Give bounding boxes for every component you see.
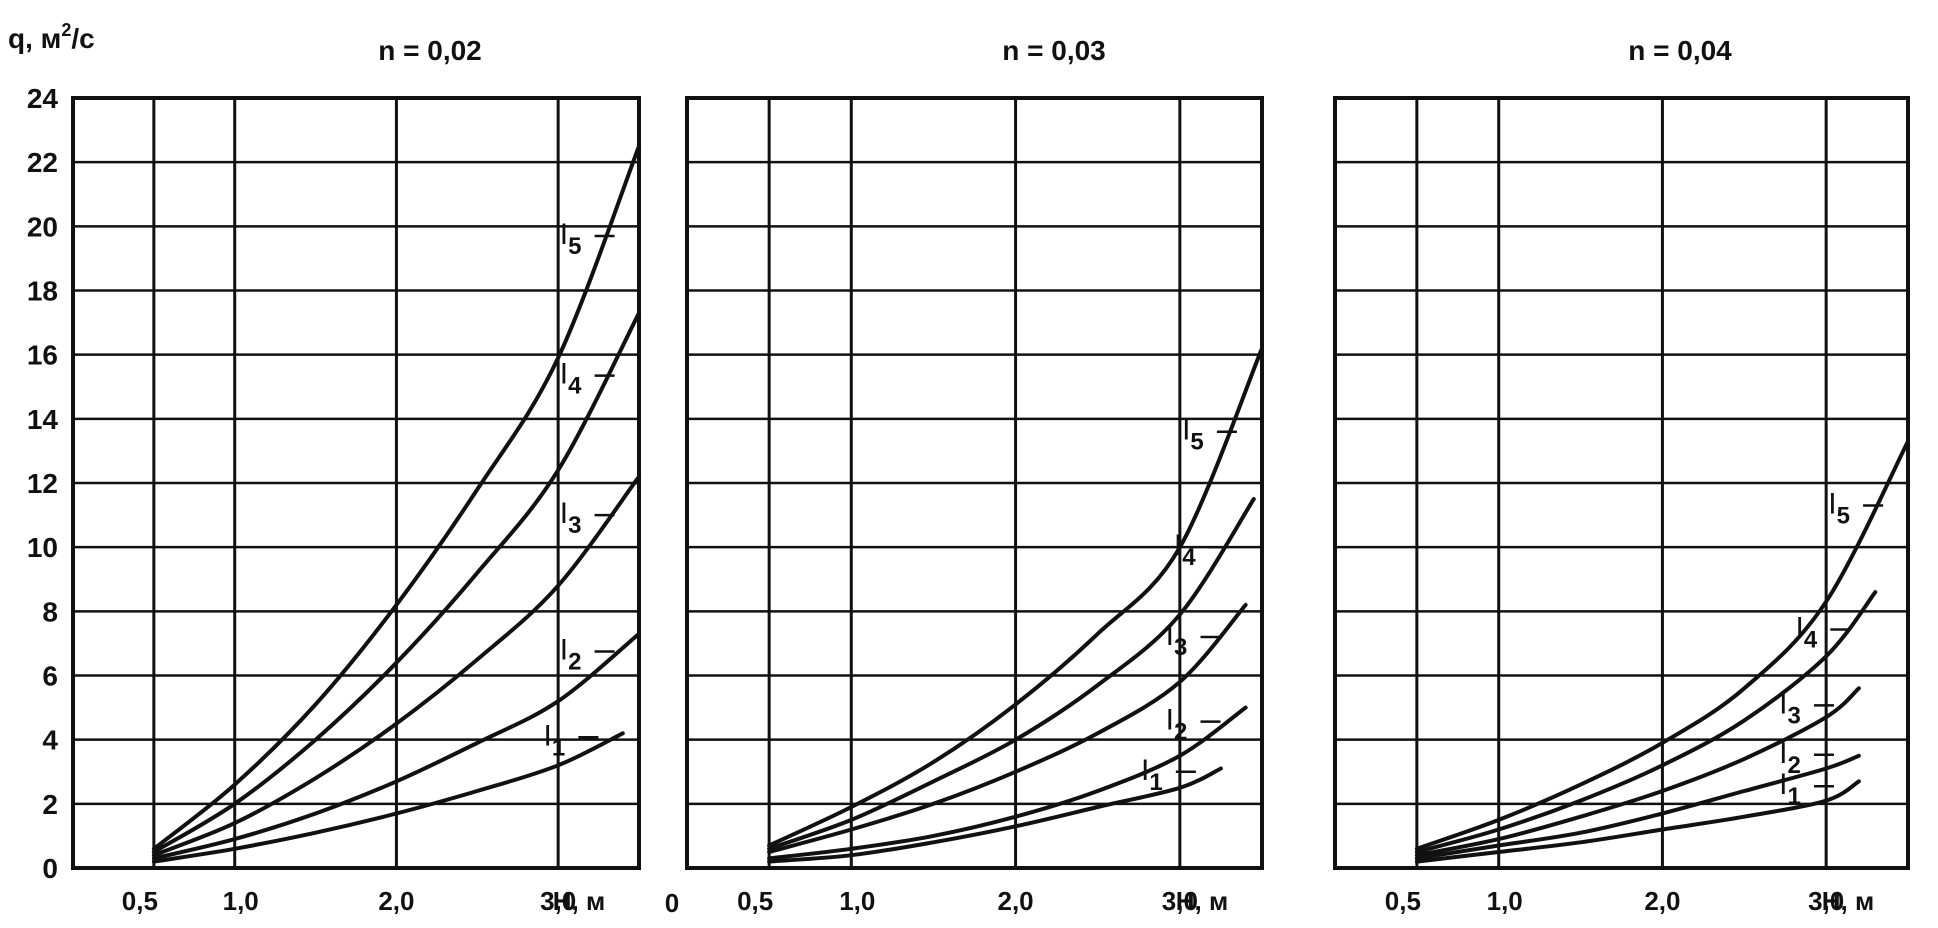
x-tick-label: 1,0 bbox=[1487, 886, 1523, 916]
series-line-I1 bbox=[1414, 779, 1861, 864]
x-tick-label: 0,5 bbox=[737, 886, 773, 916]
series-label-I1: I1 bbox=[1779, 768, 1801, 810]
series-line-I2 bbox=[151, 631, 641, 861]
x-axis-label: H, м bbox=[1822, 886, 1874, 916]
y-tick-label: 6 bbox=[42, 661, 58, 692]
y-tick-label: 4 bbox=[42, 725, 58, 756]
x-tick-label: 0,5 bbox=[1385, 886, 1421, 916]
y-tick-label: 8 bbox=[42, 596, 58, 627]
x-tick-label: 2,0 bbox=[1644, 886, 1680, 916]
series-line-I5 bbox=[1414, 439, 1910, 851]
x-tick-label: 2,0 bbox=[997, 886, 1033, 916]
y-tick-label: 2 bbox=[42, 789, 58, 820]
series-line-I2 bbox=[1414, 753, 1861, 861]
panel-title: n = 0,03 bbox=[1002, 35, 1106, 66]
series-label-I2: I2 bbox=[1779, 737, 1801, 779]
series-label-I4: I4 bbox=[560, 358, 582, 400]
series-line-I4 bbox=[1414, 590, 1878, 854]
series-label-I3: I3 bbox=[560, 497, 582, 539]
series-line-I5 bbox=[151, 144, 641, 851]
y-tick-label: 0 bbox=[42, 853, 58, 884]
y-tick-label: 10 bbox=[27, 532, 58, 563]
x-tick-label: 3,0 bbox=[1808, 886, 1844, 916]
y-tick-label: 16 bbox=[27, 340, 58, 371]
series-label-I5: I5 bbox=[1182, 414, 1204, 456]
series-label-I4: I4 bbox=[1795, 612, 1817, 654]
series-label-I4: I4 bbox=[1174, 529, 1196, 571]
y-tick-label: 12 bbox=[27, 468, 58, 499]
series-label-I1: I1 bbox=[1141, 754, 1163, 796]
series-label-I2: I2 bbox=[1166, 704, 1188, 746]
y-tick-label: 22 bbox=[27, 147, 58, 178]
y-tick-label: 14 bbox=[27, 404, 59, 435]
series-line-I5 bbox=[767, 346, 1264, 848]
series-label-I5: I5 bbox=[560, 218, 582, 260]
series-line-I4 bbox=[151, 311, 641, 854]
panel-frame bbox=[71, 96, 641, 870]
x-tick-label: 3,0 bbox=[540, 886, 576, 916]
series-line-I3 bbox=[767, 602, 1248, 854]
panel-frame bbox=[1333, 96, 1910, 870]
x-axis-label: H, м bbox=[1176, 886, 1228, 916]
series-label-I5: I5 bbox=[1828, 488, 1850, 530]
y-axis-label: q, м2/с bbox=[8, 20, 95, 54]
series-label-I2: I2 bbox=[560, 633, 582, 675]
series-line-I4 bbox=[767, 497, 1256, 851]
y-tick-label: 18 bbox=[27, 276, 58, 307]
series-line-I2 bbox=[767, 705, 1248, 861]
series-label-I3: I3 bbox=[1779, 687, 1801, 729]
series-label-I3: I3 bbox=[1166, 619, 1188, 661]
series-line-I3 bbox=[151, 474, 641, 858]
origin-label: 0 bbox=[665, 888, 679, 918]
x-tick-label: 1,0 bbox=[839, 886, 875, 916]
x-tick-label: 2,0 bbox=[378, 886, 414, 916]
panel-title: n = 0,04 bbox=[1628, 35, 1732, 66]
series-line-I3 bbox=[1414, 686, 1861, 858]
series-line-I1 bbox=[151, 731, 625, 864]
y-tick-label: 20 bbox=[27, 211, 58, 242]
series-line-I1 bbox=[767, 766, 1223, 864]
x-tick-label: 1,0 bbox=[223, 886, 259, 916]
x-tick-label: 3,0 bbox=[1162, 886, 1198, 916]
x-axis-label: H, м bbox=[553, 886, 605, 916]
panel-title: n = 0,02 bbox=[378, 35, 482, 66]
x-tick-label: 0,5 bbox=[122, 886, 158, 916]
series-label-I1: I1 bbox=[544, 719, 566, 761]
panel-frame bbox=[685, 96, 1264, 870]
y-tick-label: 24 bbox=[27, 83, 59, 114]
